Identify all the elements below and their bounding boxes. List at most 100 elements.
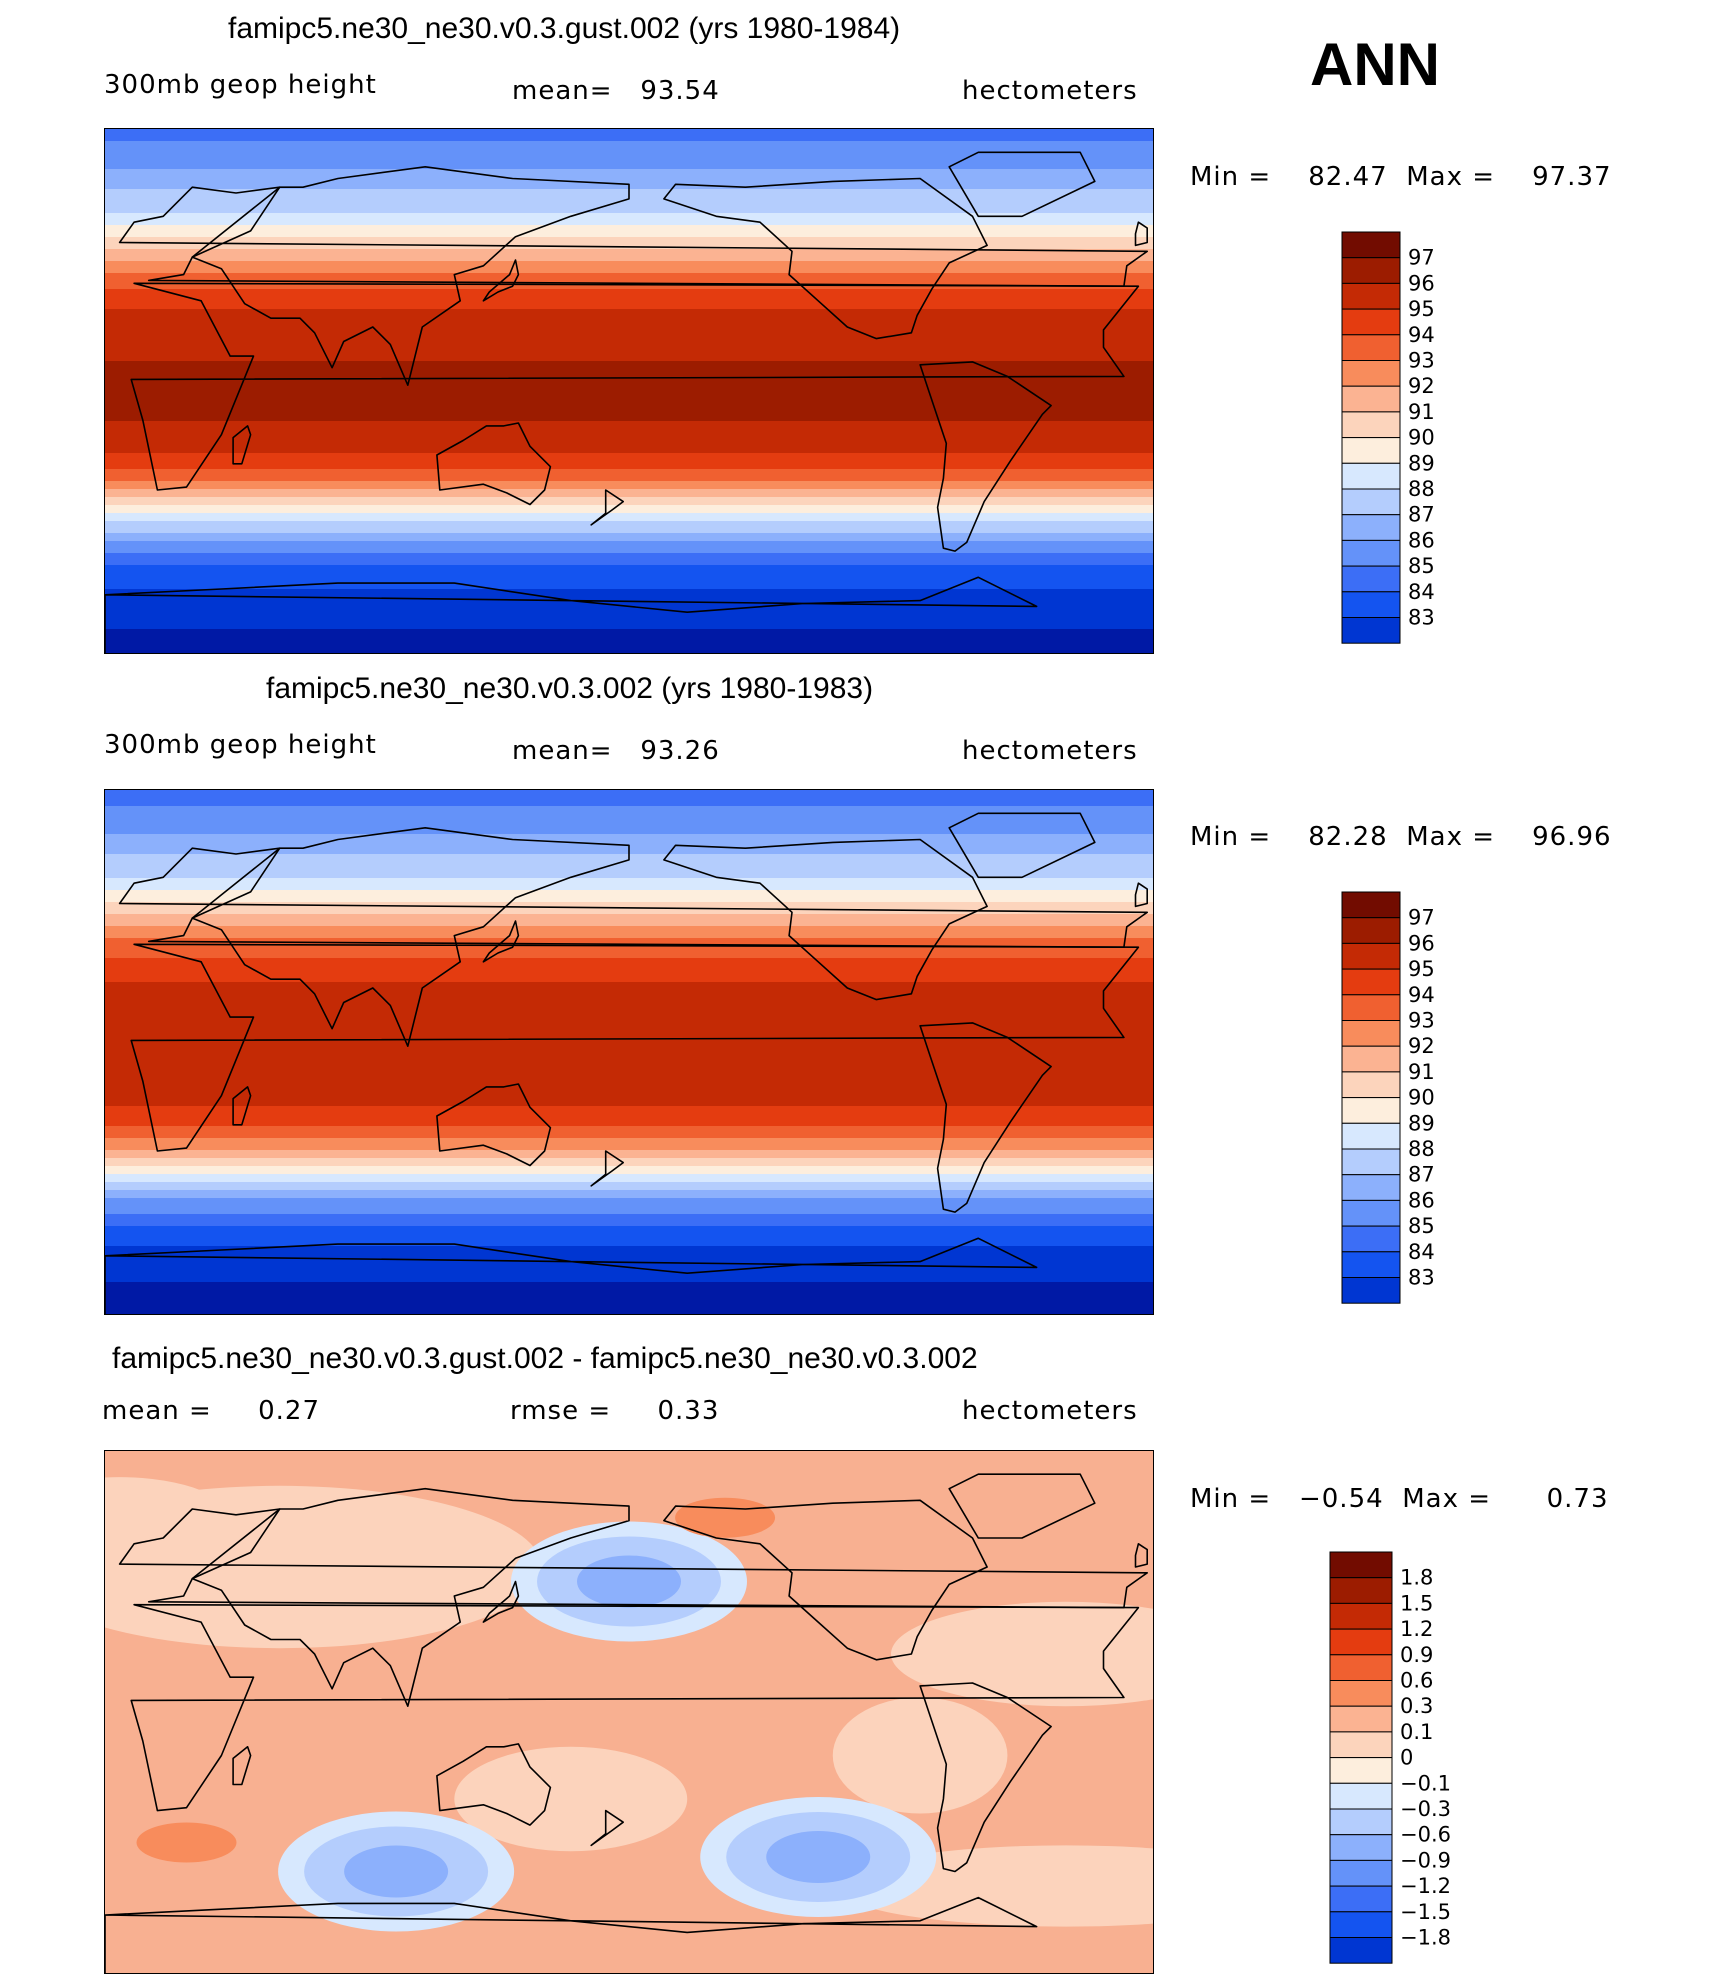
panel3-anomaly-core [344,1845,449,1898]
panel1-band [105,481,1153,486]
panel2-band [105,978,1153,983]
colorbar-tick-label: 92 [1408,374,1435,398]
panel3-minmax: Min = −0.54 Max = 0.73 [1190,1484,1609,1514]
colorbar-box [1341,360,1401,387]
panel1-band [105,389,1153,394]
colorbar-tick-label: 84 [1408,580,1435,604]
colorbar-tick-label: 94 [1408,323,1435,347]
panel1-band [105,517,1153,522]
panel1-band [105,413,1153,418]
coastline-antarctica [105,1896,1038,1973]
panel1-band [105,605,1153,610]
colorbar-box [1341,437,1401,464]
panel2-band [105,1238,1153,1243]
panel1-band [105,257,1153,262]
panel1-band [105,545,1153,550]
colorbar-box [1341,231,1401,259]
panel2-band [105,1102,1153,1107]
panel1-band [105,369,1153,374]
colorbar-box [1329,1577,1393,1604]
panel1-band [105,417,1153,422]
panel3-coastlines [105,1473,1148,1973]
panel2-band [105,866,1153,871]
panel2-band [105,834,1153,839]
coastline-asia [191,1487,630,1707]
panel2-band [105,1278,1153,1283]
colorbar-box [1329,1834,1393,1861]
coastline-australia [436,422,552,506]
panel1-band [105,553,1153,558]
panel2-band [105,930,1153,935]
panel2-band [105,802,1153,807]
panel2-band [105,790,1153,795]
colorbar-box [1329,1859,1393,1887]
panel1-band [105,289,1153,294]
coastline-samerica [919,1682,1052,1873]
panel2-title: famipc5.ne30_ne30.v0.3.002 (yrs 1980-198… [266,672,874,705]
panel2-band [105,1166,1153,1171]
panel2-band [105,914,1153,919]
panel1-band [105,269,1153,274]
panel1-units: hectometers [962,76,1138,106]
panel2-band [105,1226,1153,1231]
panel2-band [105,990,1153,995]
panel2-band [105,1302,1153,1307]
colorbar-tick-label: −0.6 [1400,1823,1451,1847]
panel1-band [105,449,1153,454]
panel1-band [105,609,1153,614]
panel1-band [105,137,1153,142]
panel3-light-patch [454,1746,688,1852]
panel2-band [105,1062,1153,1067]
panel1-band [105,601,1153,606]
panel3-mean-value: 0.27 [258,1396,321,1426]
panel1-band [105,617,1153,622]
panel1-band [105,173,1153,178]
panel1-band [105,641,1153,646]
panel1-band [105,181,1153,186]
panel1-min-label: Min = [1190,162,1272,192]
panel2-band [105,830,1153,835]
colorbar-box [1341,385,1401,413]
panel1-variable: 300mb geop height [104,70,377,100]
panel2-band [105,1310,1153,1314]
coastline-nz [590,1150,625,1187]
panel2-band [105,894,1153,899]
panel2-band [105,882,1153,887]
colorbar-tick-label: −0.3 [1400,1797,1451,1821]
panel2-band [105,838,1153,843]
colorbar-box [1329,1782,1393,1810]
colorbar-tick-label: 88 [1408,477,1435,501]
panel3-colorbar: 1.8 1.5 1.2 0.9 0.6 0.3 0.1 0 −0.1 −0.3 −0.6 −0.9 −1… [1328,1548,1478,1968]
panel2-band [105,878,1153,883]
colorbar-tick-label: 97 [1408,246,1435,270]
panel2-band [105,1002,1153,1007]
panel2-band [105,1146,1153,1151]
colorbar-tick-label: 96 [1408,271,1435,295]
coastline-madagascar [232,1086,252,1126]
panel1-band [105,381,1153,386]
colorbar-tick-label: 89 [1408,451,1435,475]
colorbar-box [1329,1808,1393,1836]
panel1-mean-label: mean= [512,76,613,106]
panel2-band [105,954,1153,959]
panel2-band [105,1222,1153,1227]
coastline-uk [1134,882,1148,908]
colorbar-tick-label: 94 [1408,983,1435,1007]
panel2-band [105,974,1153,979]
panel2-band [105,1026,1153,1031]
panel2-band [105,962,1153,967]
panel3-max-label: Max = [1402,1484,1492,1514]
panel1-band [105,233,1153,238]
panel2-band [105,1130,1153,1135]
panel3-field [105,1451,1153,1973]
panel2-band [105,1078,1153,1083]
colorbar-box [1341,257,1401,284]
panel1-band [105,633,1153,638]
panel2-band [105,1202,1153,1207]
colorbar-tick-label: 95 [1408,297,1435,321]
panel1-band [105,153,1153,158]
panel1-band [105,585,1153,590]
panel1-band [105,473,1153,478]
panel2-band [105,874,1153,879]
panel3-light-patch [105,1477,236,1570]
